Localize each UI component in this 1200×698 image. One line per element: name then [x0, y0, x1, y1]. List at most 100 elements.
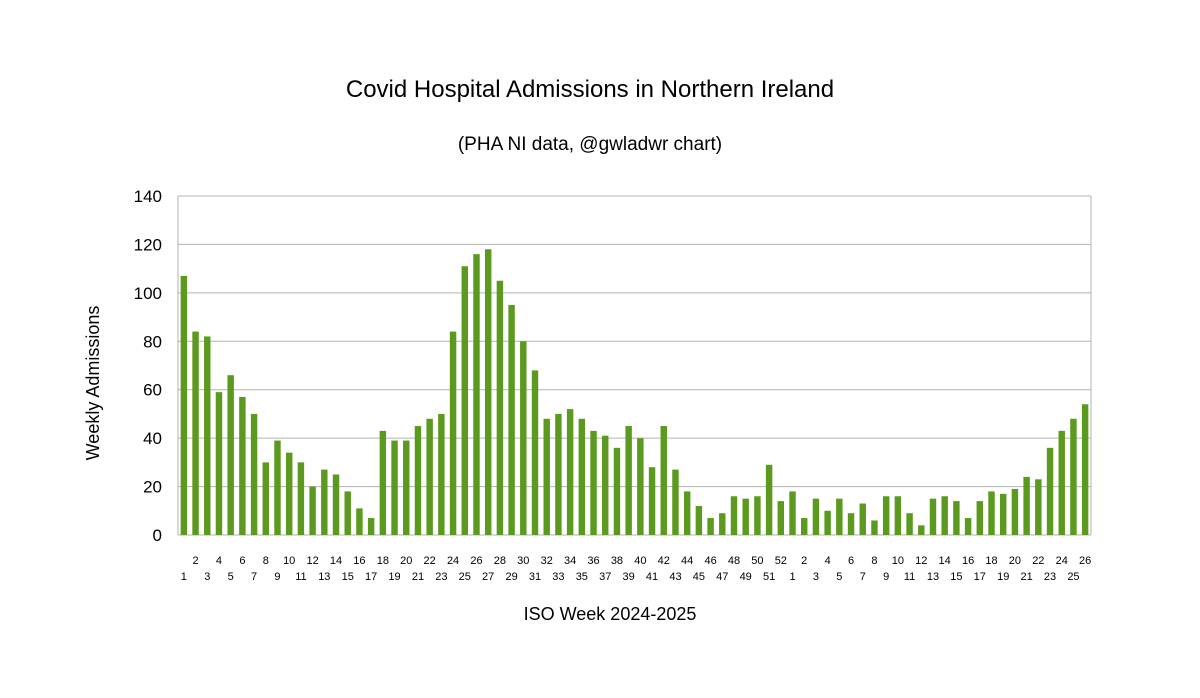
x-tick-label: 24 — [447, 555, 459, 567]
y-tick-label: 140 — [134, 187, 162, 206]
bar — [918, 525, 925, 535]
x-tick-label: 16 — [962, 555, 974, 567]
x-tick-label: 25 — [1067, 571, 1079, 583]
x-tick-label: 10 — [892, 555, 904, 567]
x-tick-label: 22 — [1032, 555, 1044, 567]
bar — [613, 447, 621, 535]
x-tick-label: 50 — [751, 555, 763, 567]
x-tick-label: 49 — [740, 571, 752, 583]
bar — [578, 418, 586, 535]
bar — [403, 440, 410, 535]
bar — [321, 469, 328, 535]
x-tick-label: 13 — [927, 571, 939, 583]
x-tick-label: 10 — [283, 555, 295, 567]
bar — [683, 491, 691, 535]
y-tick-label: 80 — [143, 332, 162, 351]
x-axis-ticks: 1234567891011121314151617181920212223242… — [181, 555, 1091, 583]
bar — [309, 486, 316, 535]
bar — [602, 435, 609, 535]
bar — [180, 275, 188, 535]
chart-title: Covid Hospital Admissions in Northern Ir… — [346, 76, 834, 103]
x-tick-label: 44 — [681, 555, 693, 567]
bar — [484, 249, 492, 535]
x-tick-label: 45 — [693, 571, 705, 583]
bar — [625, 426, 632, 535]
bar — [660, 426, 667, 535]
bar — [227, 375, 234, 535]
bar — [1011, 488, 1019, 535]
bar — [473, 254, 480, 535]
bar — [461, 266, 468, 535]
bar — [215, 392, 223, 535]
bar — [367, 518, 375, 535]
bar — [449, 331, 457, 535]
x-tick-label: 12 — [915, 555, 927, 567]
bar — [777, 501, 785, 535]
bar — [508, 304, 515, 535]
x-tick-label: 51 — [763, 571, 775, 583]
x-tick-label: 22 — [424, 555, 436, 567]
x-tick-label: 25 — [459, 571, 471, 583]
x-tick-label: 19 — [388, 571, 400, 583]
x-tick-label: 3 — [813, 571, 819, 583]
bars — [180, 249, 1089, 535]
x-tick-label: 29 — [505, 571, 517, 583]
bar — [789, 491, 796, 535]
bar — [332, 474, 340, 535]
x-tick-label: 15 — [950, 571, 962, 583]
bar — [297, 462, 305, 535]
x-tick-label: 17 — [974, 571, 986, 583]
bar — [929, 498, 937, 535]
y-tick-label: 40 — [143, 429, 162, 448]
bar — [801, 518, 808, 535]
y-tick-label: 20 — [143, 478, 162, 497]
bar — [859, 503, 866, 535]
bar — [1081, 404, 1089, 535]
bar — [1070, 418, 1077, 535]
x-tick-label: 38 — [611, 555, 623, 567]
x-tick-label: 6 — [239, 555, 245, 567]
bar — [520, 341, 527, 535]
bar — [1046, 447, 1054, 535]
bar — [999, 493, 1007, 535]
bar — [344, 491, 351, 535]
y-axis-label: Weekly Admissions — [83, 306, 103, 461]
x-tick-label: 11 — [904, 571, 915, 583]
x-tick-label: 46 — [704, 555, 716, 567]
x-tick-label: 4 — [825, 555, 831, 567]
bar — [590, 430, 597, 535]
bar — [637, 438, 644, 535]
bar — [204, 336, 211, 535]
x-tick-label: 17 — [365, 571, 377, 583]
grid-lines — [177, 195, 1092, 536]
x-tick-label: 2 — [801, 555, 807, 567]
x-tick-label: 21 — [1020, 571, 1032, 583]
x-tick-label: 3 — [204, 571, 210, 583]
x-tick-label: 8 — [871, 555, 877, 567]
x-tick-label: 41 — [646, 571, 658, 583]
y-axis-ticks: 0 20 40 60 80 100 120 140 — [134, 187, 162, 545]
x-tick-label: 7 — [251, 571, 257, 583]
bar — [414, 426, 422, 535]
bar — [566, 409, 574, 535]
x-tick-label: 26 — [470, 555, 482, 567]
x-tick-label: 4 — [216, 555, 222, 567]
bar — [391, 440, 398, 535]
x-tick-label: 5 — [836, 571, 842, 583]
x-tick-label: 13 — [318, 571, 330, 583]
x-tick-label: 20 — [400, 555, 412, 567]
bar — [742, 498, 749, 535]
x-tick-label: 7 — [860, 571, 866, 583]
bar — [906, 513, 913, 535]
x-tick-label: 42 — [658, 555, 670, 567]
bar — [274, 440, 281, 535]
x-tick-label: 16 — [353, 555, 365, 567]
bar — [555, 413, 562, 535]
bar — [824, 510, 831, 535]
x-tick-label: 18 — [377, 555, 389, 567]
x-tick-label: 19 — [997, 571, 1009, 583]
x-tick-label: 21 — [412, 571, 424, 583]
x-tick-label: 14 — [330, 555, 342, 567]
x-tick-label: 5 — [228, 571, 234, 583]
